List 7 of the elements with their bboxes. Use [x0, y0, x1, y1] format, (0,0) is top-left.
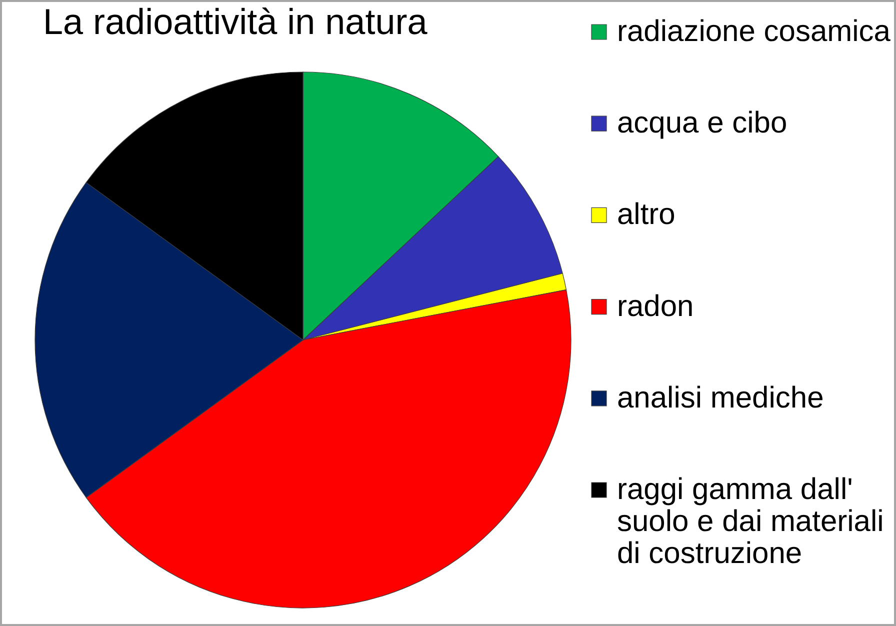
- legend-label: altro: [617, 198, 676, 232]
- legend-label: radiazione cosamica: [617, 15, 891, 48]
- legend-label: raggi gamma dall' suolo e dai materiali di costruzione: [617, 473, 884, 570]
- legend-label: analisi mediche: [617, 381, 824, 414]
- legend-label: acqua e cibo: [617, 106, 788, 140]
- legend-label: radon: [617, 290, 694, 323]
- chart-title: La radioattività in natura: [43, 1, 428, 42]
